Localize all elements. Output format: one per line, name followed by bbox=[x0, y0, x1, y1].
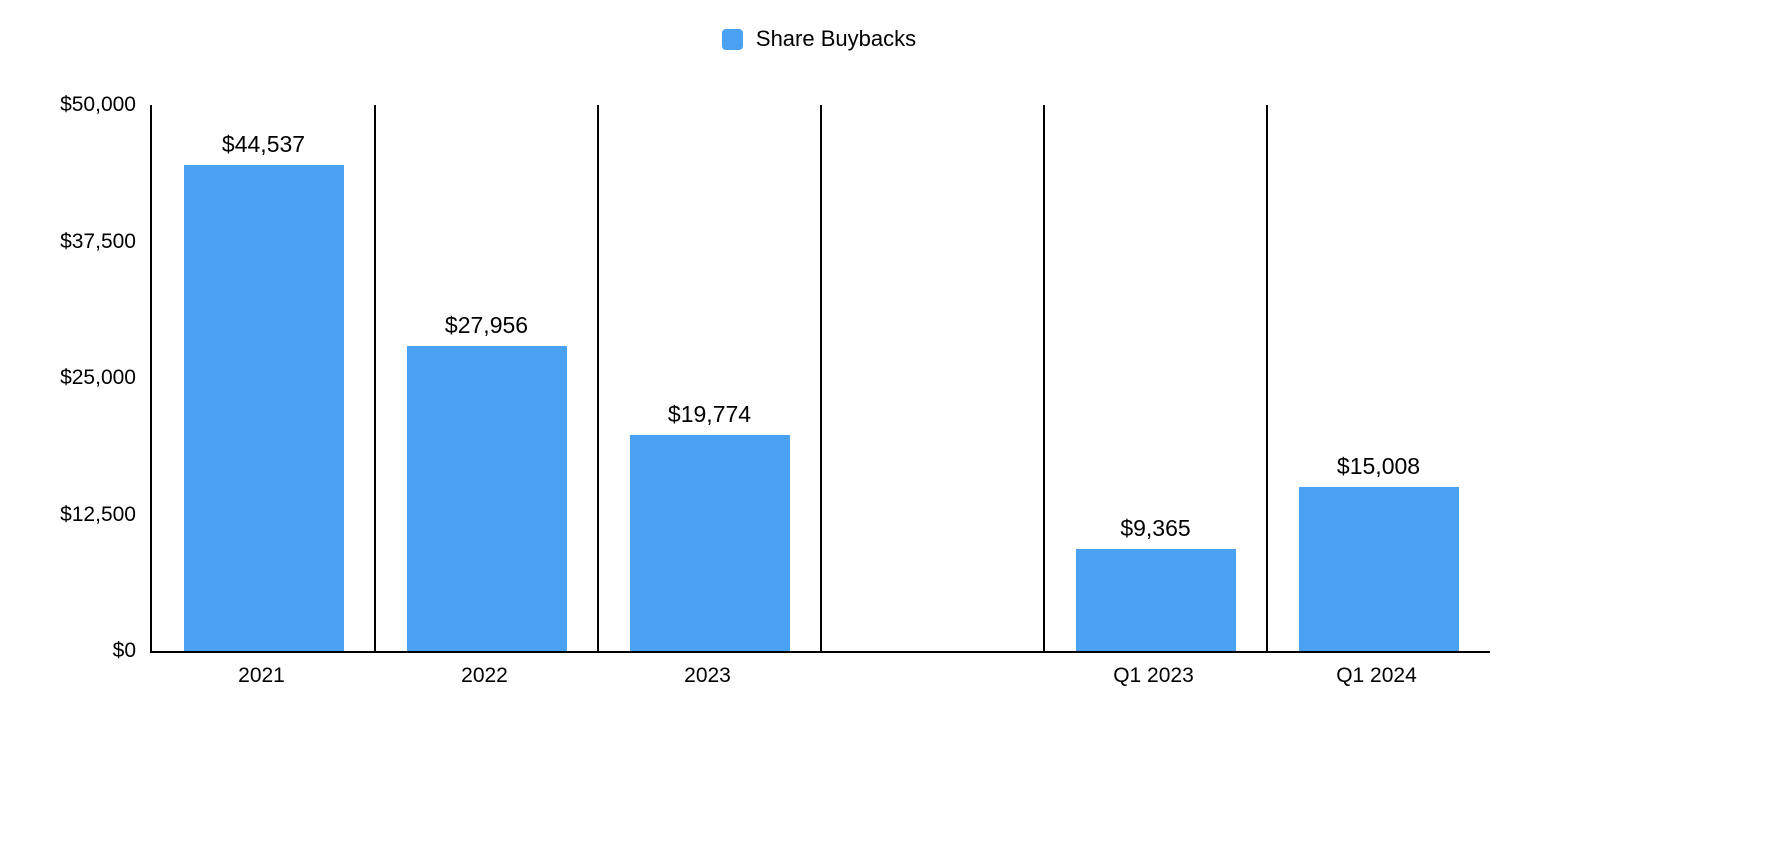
x-tick-label: 2023 bbox=[684, 664, 731, 687]
column-separator bbox=[1043, 105, 1045, 651]
bar-value-label: $44,537 bbox=[221, 130, 306, 157]
legend: Share Buybacks bbox=[150, 28, 1488, 50]
plot-area: $44,537 $27,956 $19,774 $9,365 $15,008 bbox=[150, 105, 1490, 653]
x-tick-label: 2022 bbox=[461, 664, 508, 687]
y-axis: $50,000 $37,500 $25,000 $12,500 $0 bbox=[0, 93, 136, 662]
x-tick-label: Q1 2023 bbox=[1113, 664, 1194, 687]
bar bbox=[629, 435, 790, 651]
x-tick-label: 2021 bbox=[238, 664, 285, 687]
x-axis: 2021 2022 2023 Q1 2023 Q1 2024 bbox=[150, 663, 1488, 693]
bar-value-label: $19,774 bbox=[667, 401, 752, 428]
y-tick-label: $37,500 bbox=[60, 229, 136, 253]
legend-label: Share Buybacks bbox=[755, 26, 917, 51]
bar bbox=[183, 164, 344, 651]
column-separator bbox=[597, 105, 599, 651]
bar bbox=[1075, 548, 1236, 651]
legend-swatch-icon bbox=[721, 28, 743, 50]
y-tick-label: $12,500 bbox=[60, 502, 136, 526]
column-separator bbox=[820, 105, 822, 651]
column-separator bbox=[1266, 105, 1268, 651]
column-separator bbox=[374, 105, 376, 651]
y-tick-label: $50,000 bbox=[60, 93, 136, 116]
y-tick-label: $25,000 bbox=[60, 366, 136, 389]
x-tick-label: Q1 2024 bbox=[1336, 664, 1417, 687]
bar bbox=[406, 345, 567, 651]
bar bbox=[1298, 487, 1459, 651]
y-tick-label: $0 bbox=[112, 639, 136, 662]
bar-value-label: $27,956 bbox=[444, 311, 529, 338]
bar-value-label: $15,008 bbox=[1336, 453, 1421, 480]
bar-value-label: $9,365 bbox=[1120, 514, 1191, 541]
